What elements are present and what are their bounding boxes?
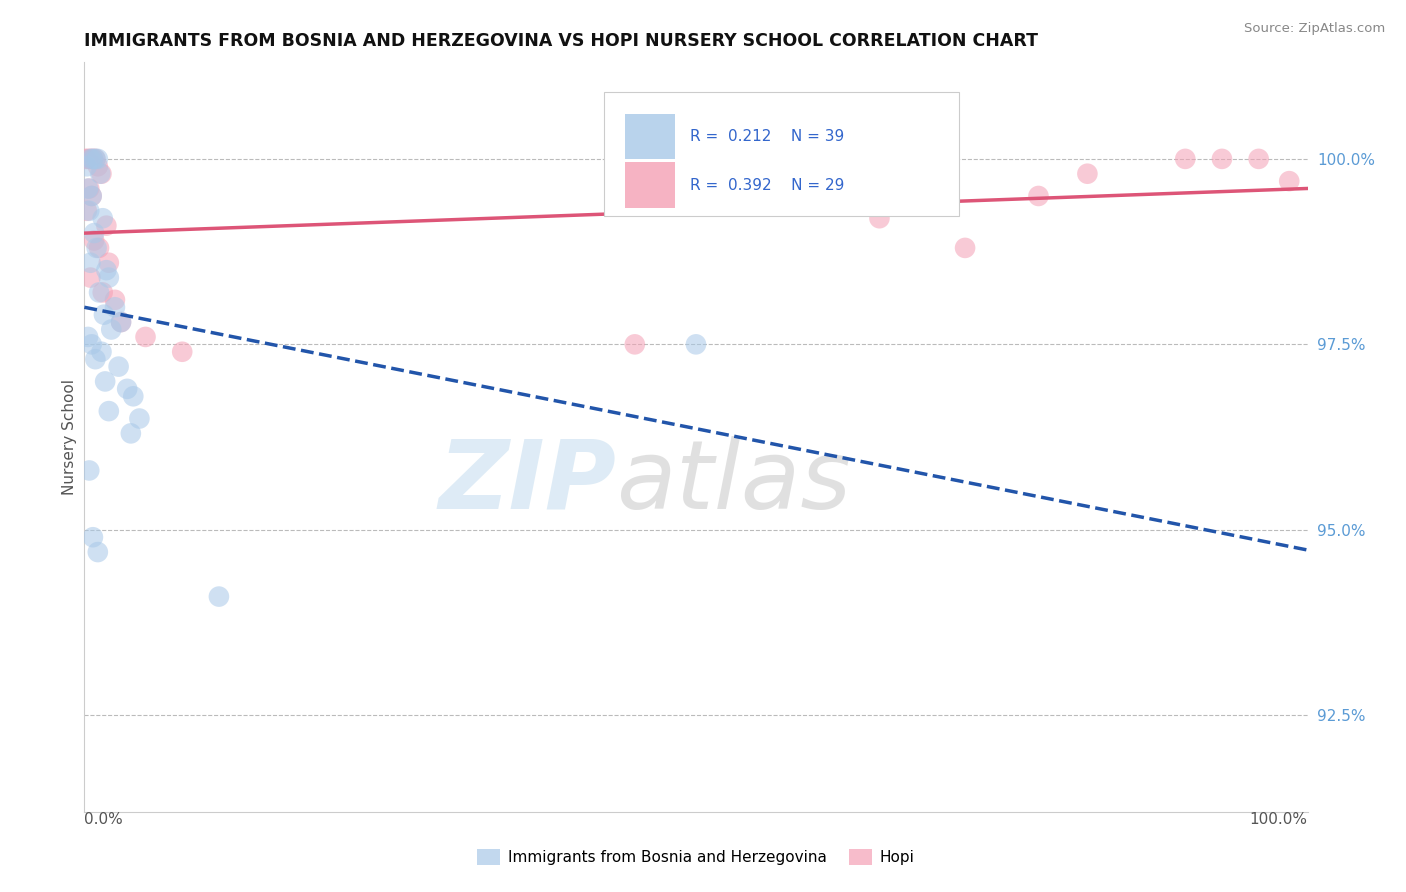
Text: 100.0%: 100.0% <box>1250 812 1308 827</box>
Point <box>1028 189 1050 203</box>
FancyBboxPatch shape <box>626 162 675 208</box>
Text: Source: ZipAtlas.com: Source: ZipAtlas.com <box>1244 22 1385 36</box>
Point <box>90 344 112 359</box>
Point <box>86 241 108 255</box>
Point <box>110 315 132 329</box>
Point <box>107 359 129 374</box>
Point <box>83 234 105 248</box>
Point <box>91 285 114 300</box>
Text: R =  0.212    N = 39: R = 0.212 N = 39 <box>690 129 844 145</box>
Point <box>87 159 110 173</box>
Point <box>80 189 103 203</box>
Text: IMMIGRANTS FROM BOSNIA AND HERZEGOVINA VS HOPI NURSERY SCHOOL CORRELATION CHART: IMMIGRANTS FROM BOSNIA AND HERZEGOVINA V… <box>84 32 1039 50</box>
FancyBboxPatch shape <box>626 114 675 160</box>
Y-axis label: Nursery School: Nursery School <box>62 379 77 495</box>
Point <box>82 152 104 166</box>
Point <box>94 375 117 389</box>
Point <box>96 263 118 277</box>
Point <box>77 463 100 477</box>
Point <box>97 270 120 285</box>
Point <box>624 337 647 351</box>
Point <box>76 159 98 173</box>
Point <box>84 352 107 367</box>
Point <box>77 152 100 166</box>
Point <box>79 152 101 166</box>
Point <box>79 152 101 166</box>
Legend: Immigrants from Bosnia and Herzegovina, Hopi: Immigrants from Bosnia and Herzegovina, … <box>471 843 921 871</box>
Point <box>208 590 231 604</box>
Point <box>82 530 104 544</box>
Text: ZIP: ZIP <box>439 435 616 529</box>
Point <box>97 404 120 418</box>
Point <box>87 285 110 300</box>
Point <box>75 152 97 166</box>
Point <box>77 181 100 195</box>
Point <box>77 203 100 218</box>
Text: 0.0%: 0.0% <box>84 812 124 827</box>
Point <box>90 167 112 181</box>
Point <box>84 152 107 166</box>
Point <box>80 337 103 351</box>
Point <box>84 152 107 166</box>
Point <box>77 330 100 344</box>
Point <box>83 226 105 240</box>
Point <box>79 256 101 270</box>
Point <box>91 211 114 226</box>
FancyBboxPatch shape <box>605 93 959 216</box>
Point <box>80 189 103 203</box>
Point <box>93 308 115 322</box>
Point <box>82 152 104 166</box>
Point <box>115 382 138 396</box>
Point <box>89 167 111 181</box>
Point <box>87 241 110 255</box>
Point <box>1076 167 1098 181</box>
Point <box>120 426 142 441</box>
Point <box>76 203 98 218</box>
Point <box>1278 174 1301 188</box>
Point <box>77 181 100 195</box>
Point <box>110 315 132 329</box>
Point <box>128 411 150 425</box>
Point <box>87 152 110 166</box>
Point <box>104 300 127 314</box>
Point <box>1247 152 1270 166</box>
Point <box>87 545 110 559</box>
Point <box>1211 152 1233 166</box>
Text: atlas: atlas <box>616 435 852 529</box>
Point <box>953 241 976 255</box>
Point <box>135 330 157 344</box>
Point <box>685 337 707 351</box>
Point <box>104 293 127 307</box>
Point <box>122 389 145 403</box>
Text: R =  0.392    N = 29: R = 0.392 N = 29 <box>690 178 844 193</box>
Point <box>172 344 194 359</box>
Point <box>97 256 120 270</box>
Point <box>96 219 118 233</box>
Point <box>100 322 122 336</box>
Point <box>79 270 101 285</box>
Point <box>869 211 891 226</box>
Point <box>1174 152 1197 166</box>
